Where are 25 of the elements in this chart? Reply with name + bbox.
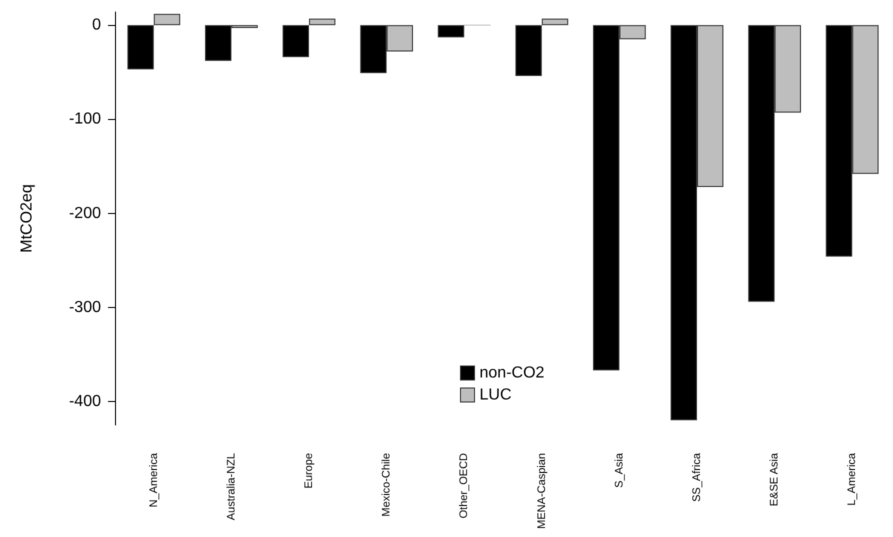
bar bbox=[154, 14, 180, 26]
x-tick-label: Mexico-Chile bbox=[380, 453, 393, 517]
bar bbox=[515, 25, 542, 76]
bar bbox=[309, 18, 336, 26]
x-tick-label: SS_Africa bbox=[691, 452, 703, 502]
legend-label: non-CO2 bbox=[480, 364, 545, 382]
bar bbox=[542, 18, 568, 26]
y-tick-label: -100 bbox=[68, 110, 102, 128]
x-tick-label: Other_OECD bbox=[458, 452, 470, 518]
y-tick-label: 0 bbox=[92, 16, 102, 34]
x-tick-label: E&SE Asia bbox=[768, 452, 781, 506]
bar bbox=[127, 25, 154, 70]
x-tick-label: Europe bbox=[303, 453, 315, 488]
bar bbox=[438, 25, 464, 38]
x-tick-label: L_America bbox=[846, 452, 858, 506]
legend-label: LUC bbox=[480, 386, 512, 404]
y-tick-label: -200 bbox=[68, 204, 102, 222]
y-axis-title: MtCO2eq bbox=[18, 184, 36, 253]
x-tick-label: MENA-Caspian bbox=[536, 453, 548, 529]
y-tick-label: -400 bbox=[68, 392, 102, 410]
x-tick-label: N_America bbox=[148, 452, 160, 508]
y-tick-label: -300 bbox=[68, 298, 102, 316]
x-tick-label: Australia-NZL bbox=[225, 453, 238, 520]
x-tick-label: S_Asia bbox=[613, 452, 626, 488]
bar bbox=[282, 25, 309, 58]
